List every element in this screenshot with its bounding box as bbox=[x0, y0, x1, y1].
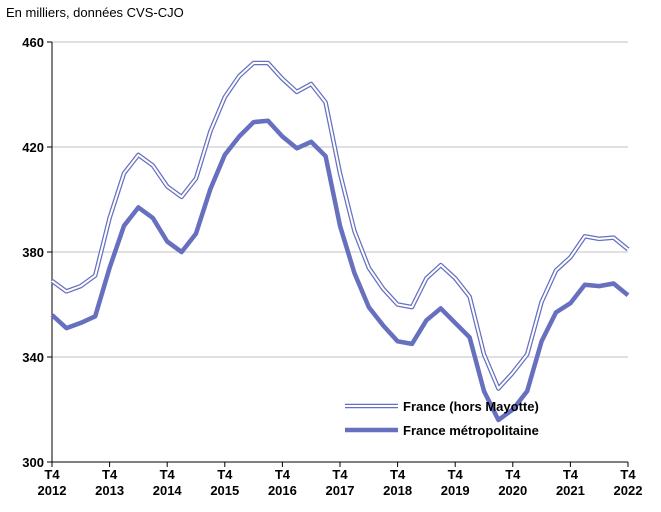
y-tick-label: 340 bbox=[22, 350, 44, 365]
x-tick-line: 2019 bbox=[441, 483, 470, 498]
x-tick-label: T4 2019 bbox=[441, 467, 470, 498]
x-tick-line: 2016 bbox=[268, 483, 297, 498]
x-tick-label: T4 2014 bbox=[153, 467, 183, 498]
x-tick-label: T4 2018 bbox=[383, 467, 412, 498]
y-tick-label: 380 bbox=[22, 245, 44, 260]
x-tick-line: 2021 bbox=[556, 483, 585, 498]
series-line bbox=[50, 118, 630, 423]
x-tick-label: T4 2015 bbox=[210, 467, 239, 498]
y-tick-label: 420 bbox=[22, 140, 44, 155]
x-tick-line: T4 bbox=[275, 467, 291, 482]
x-tick-line: T4 bbox=[620, 467, 636, 482]
legend-label: France métropolitaine bbox=[403, 423, 539, 438]
x-tick-line: 2022 bbox=[614, 483, 643, 498]
y-tick-label: 300 bbox=[22, 455, 44, 470]
legend-label: France (hors Mayotte) bbox=[403, 399, 539, 414]
chart-subtitle: En milliers, données CVS-CJO bbox=[6, 5, 184, 20]
x-tick-line: T4 bbox=[563, 467, 579, 482]
x-tick-label: T4 2017 bbox=[326, 467, 355, 498]
x-tick-label: T4 2021 bbox=[556, 467, 585, 498]
x-tick-line: T4 bbox=[102, 467, 118, 482]
x-tick-line: 2014 bbox=[153, 483, 183, 498]
x-tick-line: T4 bbox=[332, 467, 348, 482]
x-tick-line: T4 bbox=[505, 467, 521, 482]
x-tick-line: 2018 bbox=[383, 483, 412, 498]
x-tick-line: 2015 bbox=[210, 483, 239, 498]
x-tick-label: T4 2020 bbox=[498, 467, 527, 498]
x-tick-line: 2013 bbox=[95, 483, 124, 498]
x-tick-line: T4 bbox=[448, 467, 464, 482]
x-tick-line: 2012 bbox=[38, 483, 67, 498]
x-tick-line: 2017 bbox=[326, 483, 355, 498]
series-line-inner bbox=[51, 62, 629, 390]
x-tick-label: T4 2016 bbox=[268, 467, 297, 498]
x-tick-line: T4 bbox=[160, 467, 176, 482]
x-tick-line: T4 bbox=[217, 467, 233, 482]
x-tick-label: T4 2013 bbox=[95, 467, 124, 498]
x-tick-line: T4 bbox=[390, 467, 406, 482]
x-tick-line: 2020 bbox=[498, 483, 527, 498]
y-tick-label: 460 bbox=[22, 35, 44, 50]
x-tick-line: T4 bbox=[44, 467, 60, 482]
x-tick-label: T4 2022 bbox=[614, 467, 643, 498]
x-tick-label: T4 2012 bbox=[38, 467, 67, 498]
